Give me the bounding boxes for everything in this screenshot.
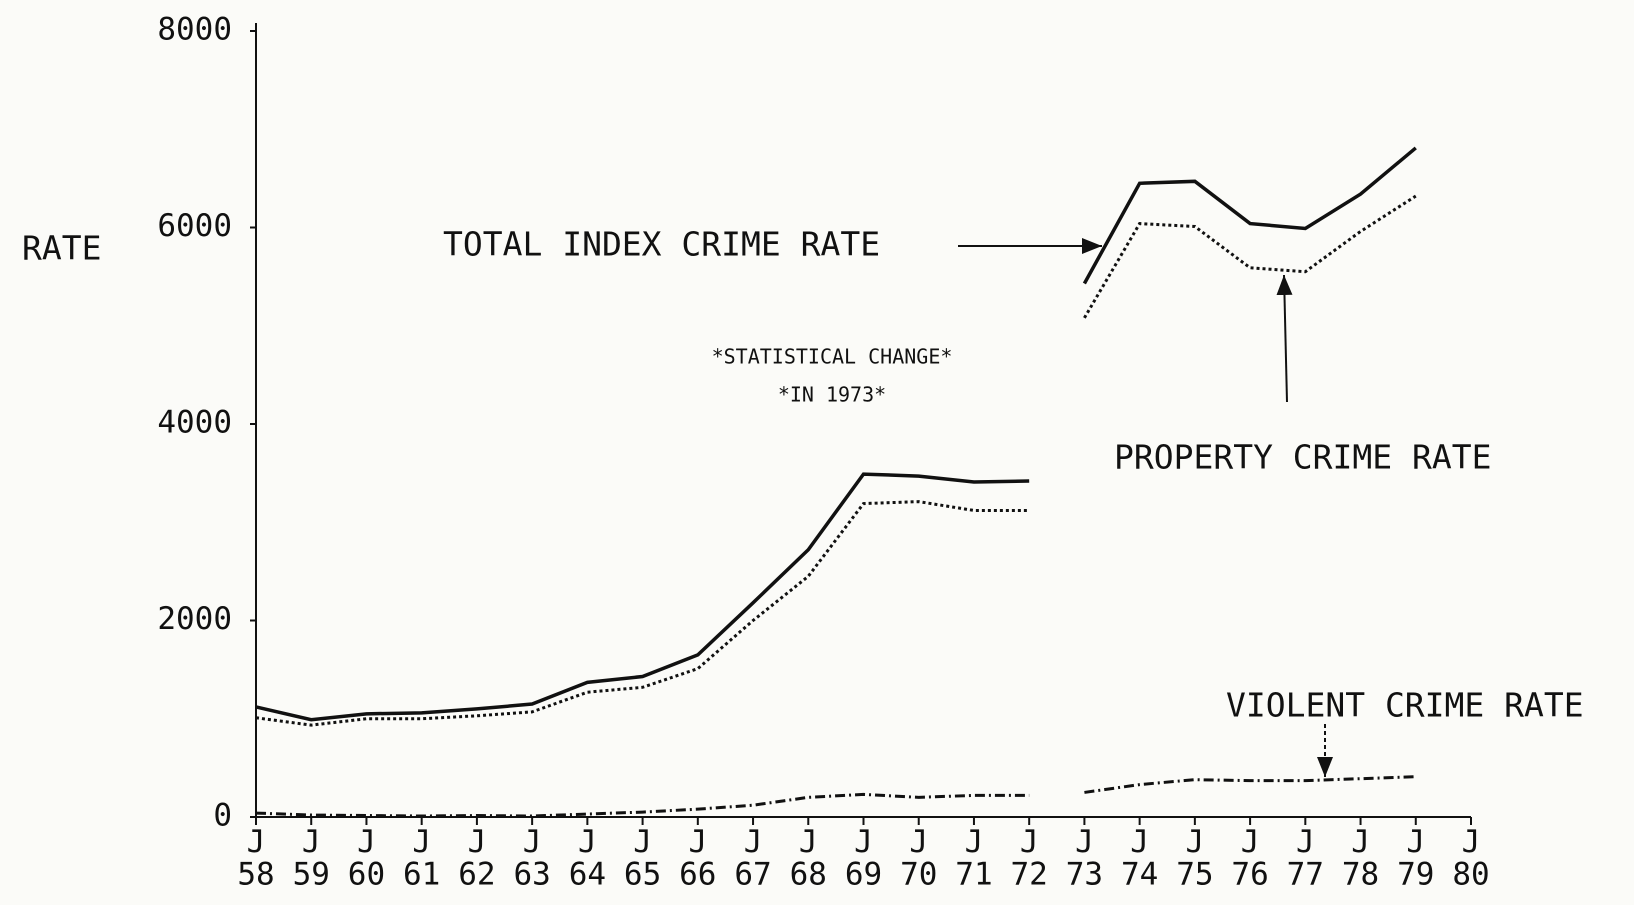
- series-label: PROPERTY CRIME RATE: [1114, 438, 1492, 477]
- x-tick-label: J 59: [293, 824, 330, 893]
- series-label: TOTAL INDEX CRIME RATE: [443, 225, 880, 264]
- arrow: [1276, 274, 1293, 403]
- x-tick-label: J 60: [348, 824, 385, 893]
- x-tick-label: J 77: [1287, 824, 1324, 893]
- x-tick-label: J 61: [403, 824, 440, 893]
- x-tick-label: J 70: [900, 824, 937, 893]
- x-tick-label: J 74: [1121, 824, 1158, 893]
- x-tick-label: J 69: [845, 824, 882, 893]
- annotation: *STATISTICAL CHANGE*: [712, 345, 953, 369]
- series-line: [255, 146, 1417, 722]
- y-tick-label: 8000: [157, 12, 232, 48]
- x-tick-label: J 80: [1452, 824, 1489, 893]
- x-tick-label: J 72: [1011, 824, 1048, 893]
- x-tick-label: J 78: [1342, 824, 1379, 893]
- y-tick-label: 0: [213, 798, 232, 834]
- series-line: [255, 194, 1417, 727]
- x-tick-label: J 79: [1397, 824, 1434, 893]
- x-tick-label: J 76: [1231, 824, 1268, 893]
- x-tick-label: J 75: [1176, 824, 1213, 893]
- series-line: [255, 775, 1416, 818]
- x-tick-label: J 58: [237, 824, 274, 893]
- x-tick-label: J 67: [734, 824, 771, 893]
- x-tick-label: J 66: [679, 824, 716, 893]
- x-tick-label: J 71: [955, 824, 992, 893]
- y-tick-label: 2000: [157, 601, 232, 637]
- x-tick-label: J 63: [513, 824, 550, 893]
- y-tick-label: 4000: [157, 405, 232, 441]
- y-axis-label: RATE: [22, 229, 101, 268]
- x-tick-label: J 65: [624, 824, 661, 893]
- x-tick-label: J 64: [569, 824, 606, 893]
- annotation: *IN 1973*: [778, 383, 886, 407]
- y-tick-label: 6000: [157, 208, 232, 244]
- series-label: VIOLENT CRIME RATE: [1226, 686, 1584, 725]
- x-tick-label: J 73: [1066, 824, 1103, 893]
- x-tick-label: J 62: [458, 824, 495, 893]
- x-tick-label: J 68: [790, 824, 827, 893]
